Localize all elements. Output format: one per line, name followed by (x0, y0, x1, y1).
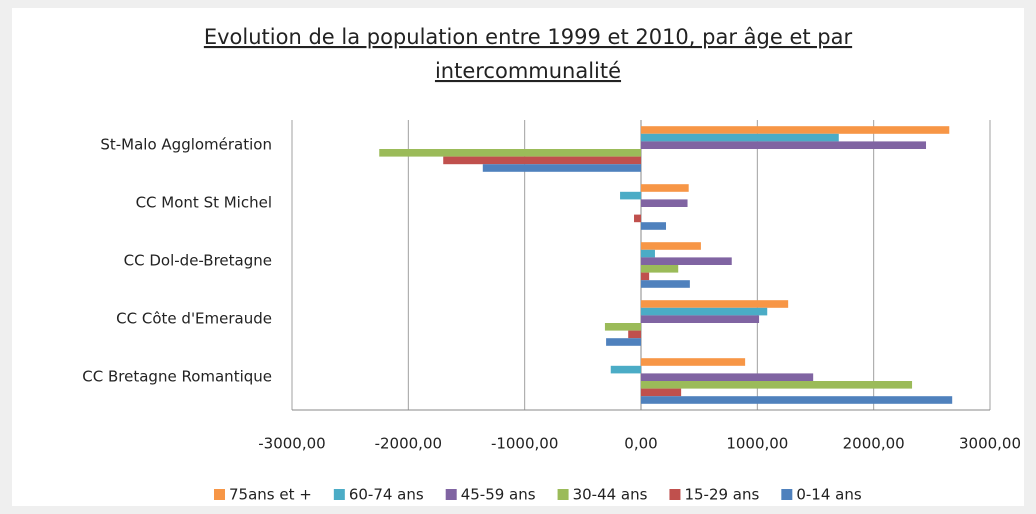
bar (641, 242, 701, 250)
y-tick-label: CC Mont St Michel (136, 194, 272, 212)
bar (641, 257, 732, 265)
chart-area (12, 8, 1024, 506)
bar (641, 199, 688, 207)
bar (641, 307, 768, 316)
x-tick-label: 3000,00 (959, 435, 1021, 453)
legend-label: 75ans et + (229, 486, 312, 504)
bar (641, 249, 655, 258)
bar (641, 184, 689, 192)
bar (379, 149, 641, 157)
bar (443, 156, 641, 165)
legend-label: 45-59 ans (461, 486, 536, 504)
legend-label: 15-29 ans (684, 486, 759, 504)
bar (641, 396, 953, 404)
chart-title: Evolution de la population entre 1999 et… (204, 25, 853, 49)
y-tick-label: CC Bretagne Romantique (82, 368, 272, 386)
bar (641, 126, 950, 134)
legend-label: 30-44 ans (573, 486, 648, 504)
legend-swatch (669, 489, 681, 500)
bar (641, 222, 667, 230)
bar (641, 133, 839, 142)
y-tick-label: CC Côte d'Emeraude (116, 310, 272, 328)
bar (641, 300, 789, 308)
x-tick-label: -1000,00 (491, 435, 558, 453)
legend-label: 60-74 ans (349, 486, 424, 504)
legend-label: 0-14 ans (796, 486, 862, 504)
bar (641, 280, 690, 288)
x-tick-label: -3000,00 (258, 435, 325, 453)
legend-swatch (557, 489, 569, 500)
y-tick-label: St-Malo Agglomération (100, 136, 272, 154)
bar (604, 323, 641, 331)
bar (641, 265, 679, 273)
legend-swatch (781, 489, 793, 500)
bar (620, 191, 641, 200)
legend-swatch (333, 489, 345, 500)
legend-swatch (214, 489, 225, 500)
legend-swatch (445, 489, 457, 500)
bar (482, 164, 641, 172)
x-tick-label: 2000,00 (843, 435, 905, 453)
bar (641, 272, 650, 281)
bar (606, 338, 641, 346)
bar (641, 315, 760, 323)
bar (610, 365, 641, 374)
x-tick-label: -2000,00 (375, 435, 442, 453)
chart-title: intercommunalité (435, 59, 621, 83)
bar (641, 381, 913, 389)
x-tick-label: 1000,00 (726, 435, 788, 453)
bar (634, 214, 641, 223)
bar (641, 141, 927, 149)
bar (641, 358, 746, 366)
y-tick-label: CC Dol-de-Bretagne (124, 252, 272, 270)
x-tick-label: 0,00 (624, 435, 657, 453)
bar (628, 330, 641, 339)
bar (641, 373, 814, 381)
bar (641, 388, 682, 397)
